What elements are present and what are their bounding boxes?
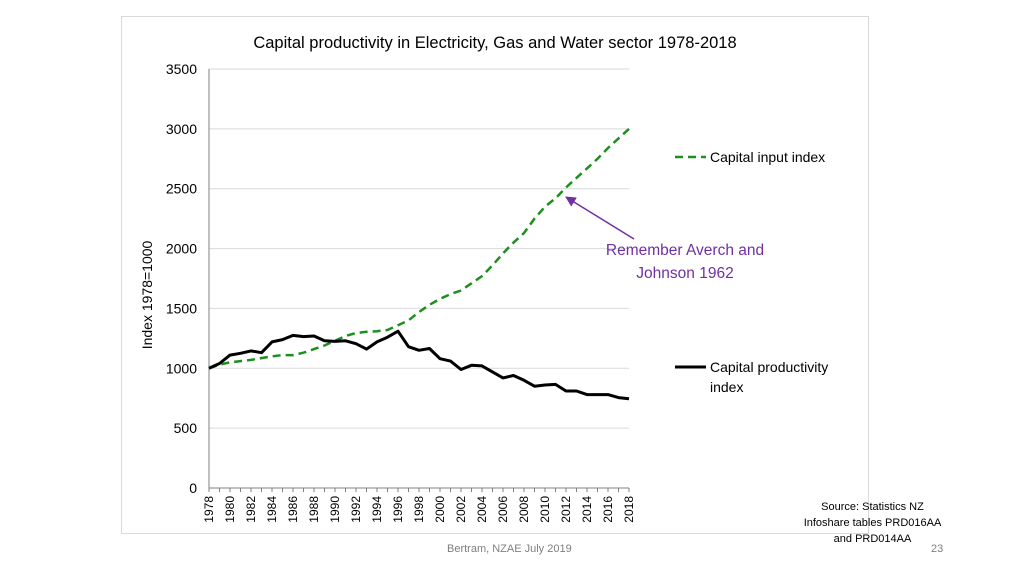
x-tick-label-1984: 1984 (265, 496, 279, 523)
x-tick-label-2016: 2016 (601, 496, 615, 523)
y-tick-label-0: 0 (189, 480, 197, 496)
y-tick-label-3500: 3500 (166, 61, 197, 77)
x-tick-label-1986: 1986 (286, 496, 300, 523)
y-axis-label: Index 1978=1000 (139, 240, 155, 349)
line-chart: 0 500 1000 1500 2000 2500 3000 3500 1978 1980 1982… (139, 34, 828, 523)
y-tick-label-500: 500 (174, 420, 198, 436)
footer-author: Bertram, NZAE July 2019 (447, 543, 572, 555)
source-note-line3: and PRD014AA (833, 533, 912, 545)
x-tick-label-2012: 2012 (559, 496, 573, 523)
annotation-text-line2: Johnson 1962 (636, 265, 733, 282)
x-tick-label-2014: 2014 (580, 496, 594, 523)
x-tick-label-2018: 2018 (622, 496, 636, 523)
annotation-arrow (565, 196, 635, 240)
x-tick-label-1996: 1996 (391, 496, 405, 523)
x-tick-label-1998: 1998 (412, 496, 426, 523)
x-tick-label-2000: 2000 (433, 496, 447, 523)
x-tick-label-1990: 1990 (328, 496, 342, 523)
x-tick-label-2004: 2004 (475, 496, 489, 523)
annotation-text-line1: Remember Averch and (606, 242, 764, 259)
x-tick-label-1992: 1992 (349, 496, 363, 523)
x-tick-label-2010: 2010 (538, 496, 552, 523)
x-tick-label-1980: 1980 (223, 496, 237, 523)
chart-title: Capital productivity in Electricity, Gas… (253, 34, 736, 52)
chart-frame: 0 500 1000 1500 2000 2500 3000 3500 1978 1980 1982… (121, 16, 869, 534)
source-note: Source: Statistics NZ Infoshare tables P… (795, 499, 950, 547)
source-note-line1: Source: Statistics NZ (821, 501, 924, 513)
x-tick-label-1982: 1982 (244, 496, 258, 523)
x-tick-label-2008: 2008 (517, 496, 531, 523)
source-note-line2: Infoshare tables PRD016AA (803, 517, 942, 529)
y-tick-label-2500: 2500 (166, 181, 197, 197)
y-tick-label-3000: 3000 (166, 121, 197, 137)
x-tick-label-2006: 2006 (496, 496, 510, 523)
x-tick-label-1994: 1994 (370, 496, 384, 523)
series-line-capital-input-index (208, 127, 630, 370)
y-tick-label-1500: 1500 (166, 300, 197, 316)
legend-label-capital-productivity-line1: Capital productivity (710, 359, 828, 375)
legend-label-capital-productivity-line2: index (710, 379, 743, 395)
x-tick-label-2002: 2002 (454, 496, 468, 523)
footer-page-number: 23 (931, 543, 944, 555)
x-tick-label-1988: 1988 (307, 496, 321, 523)
x-tick-label-1978: 1978 (202, 496, 216, 523)
series-line-capital-productivity-index (208, 329, 630, 401)
y-tick-label-1000: 1000 (166, 360, 197, 376)
legend-label-capital-input: Capital input index (710, 149, 825, 165)
y-tick-label-2000: 2000 (166, 241, 197, 257)
